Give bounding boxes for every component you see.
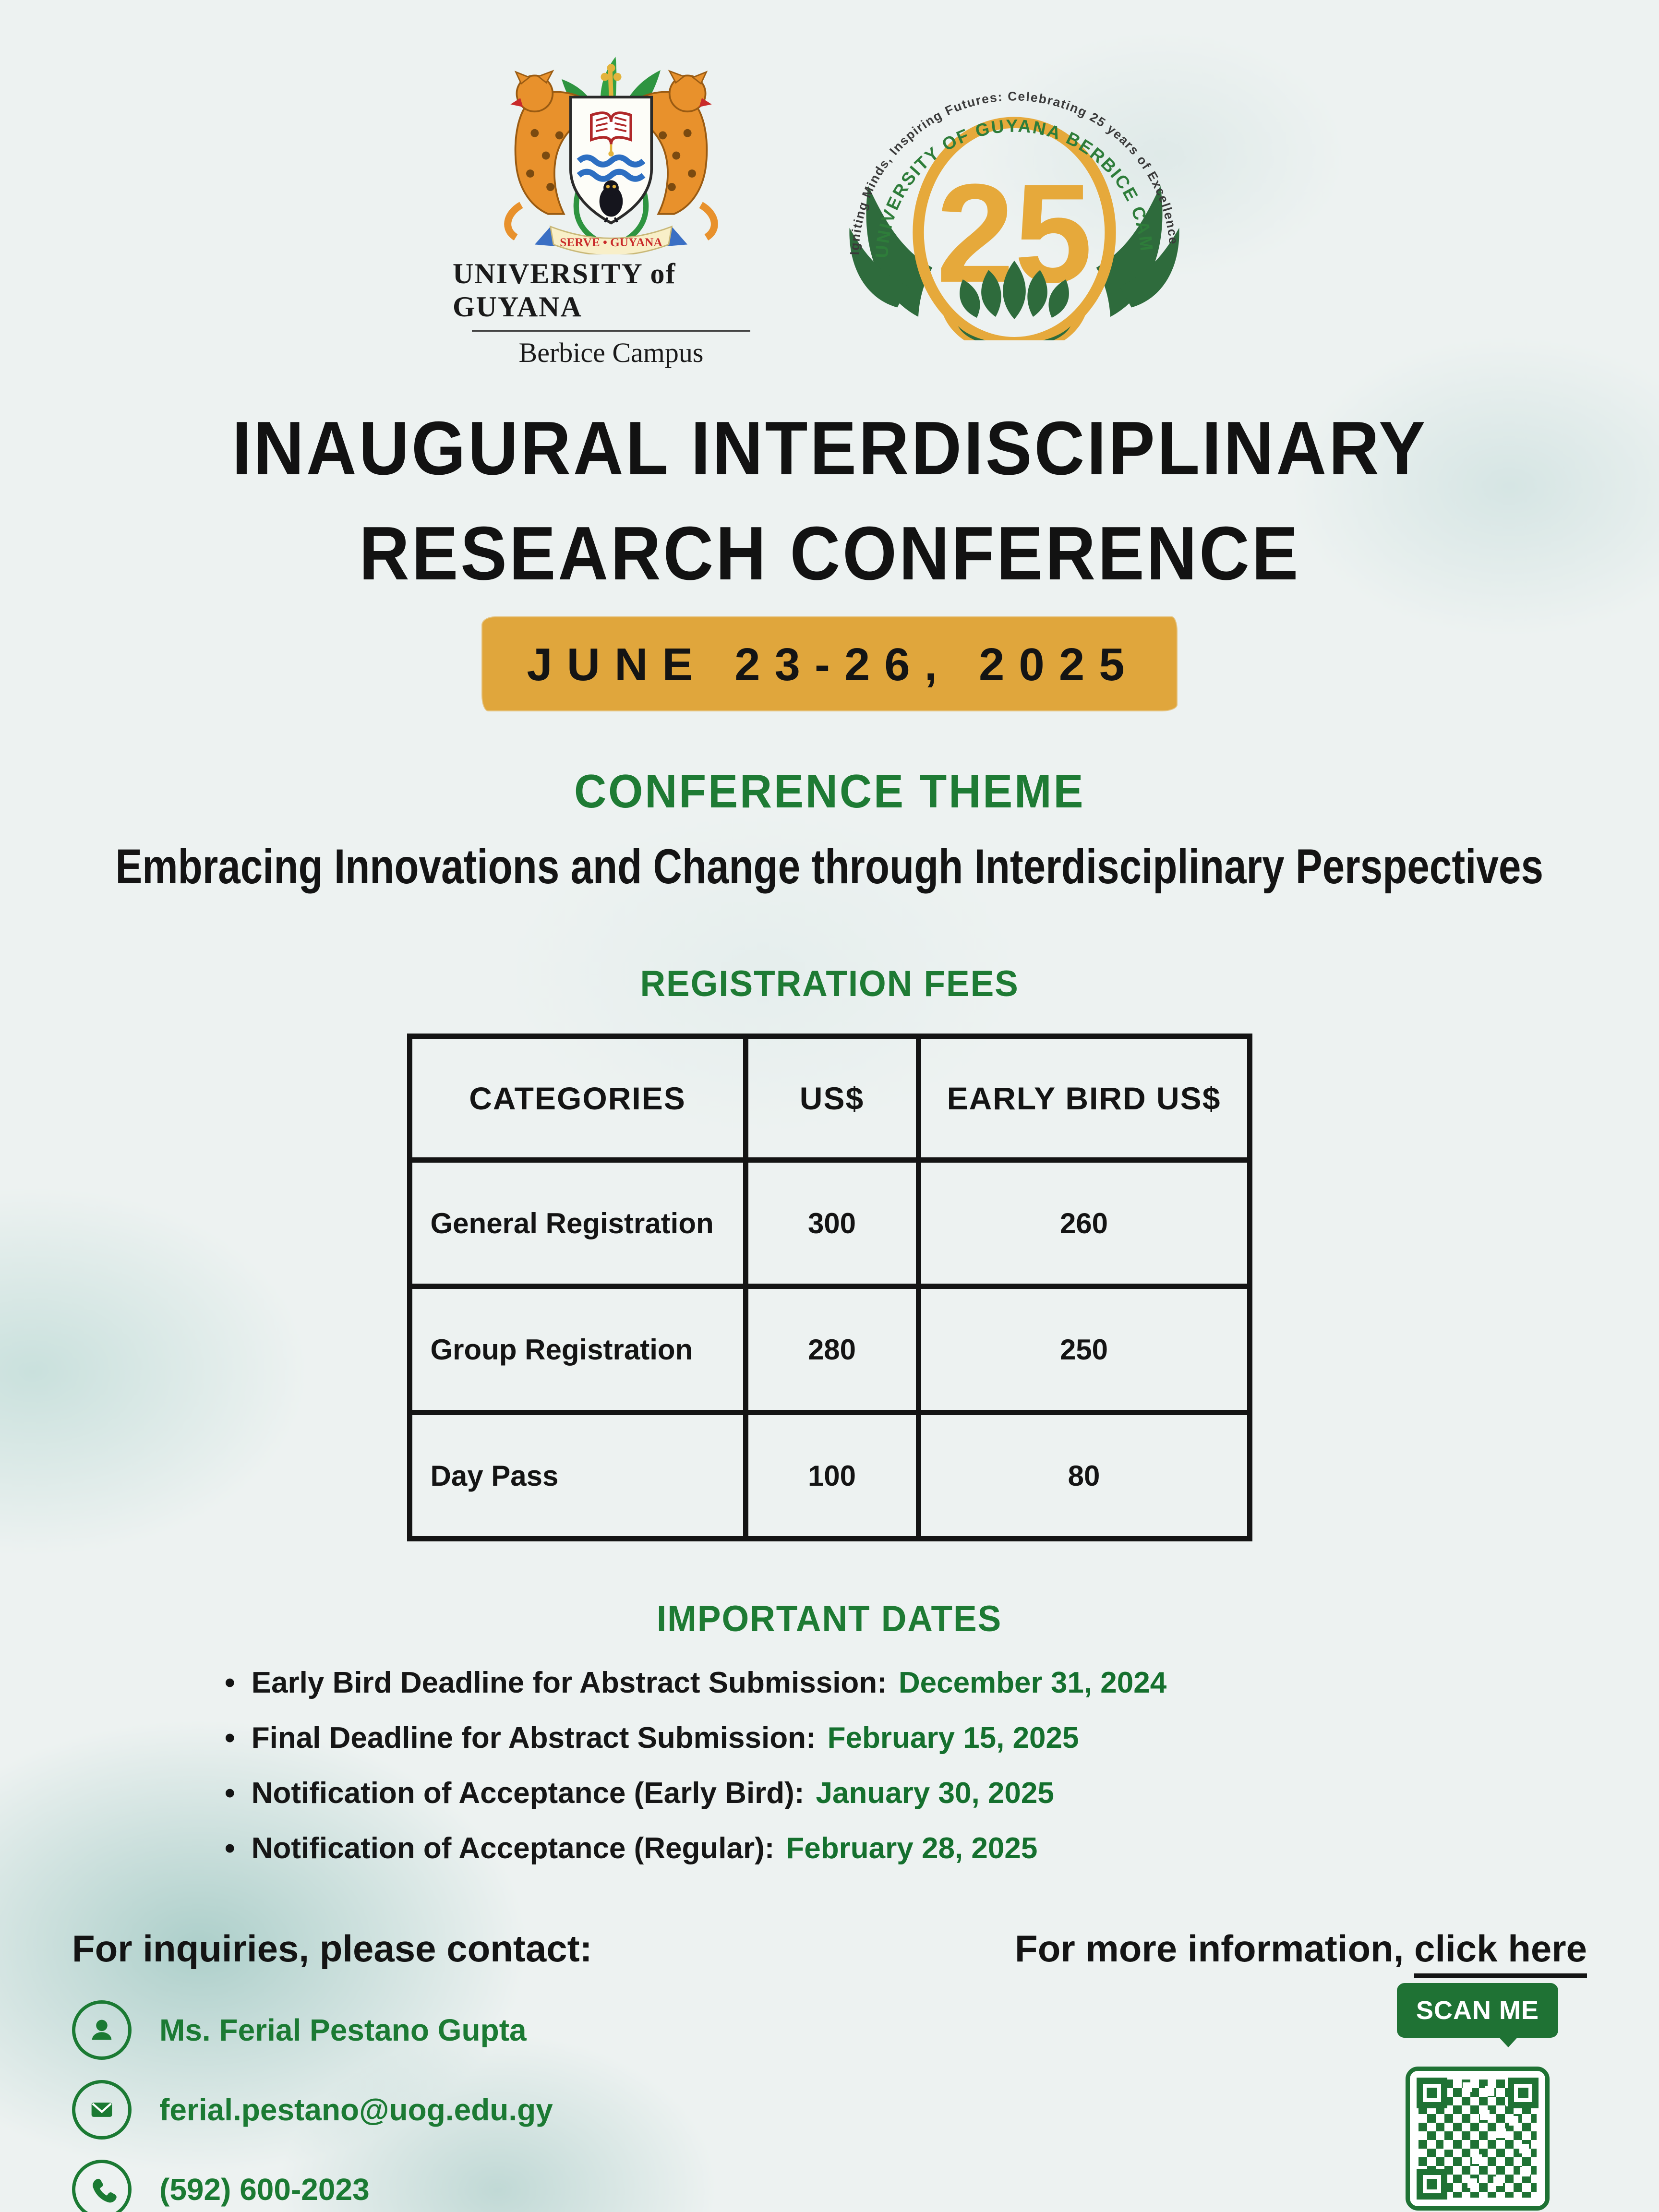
contact-column: For inquiries, please contact: Ms. Feria… [72, 1927, 592, 2212]
date-item-value: January 30, 2025 [816, 1777, 1054, 1810]
table-row: Day Pass 100 80 [407, 1410, 1252, 1542]
date-item-label: Final Deadline for Abstract Submission: [251, 1721, 816, 1755]
bottom-section: For inquiries, please contact: Ms. Feria… [0, 1927, 1659, 2212]
fees-col-categories: CATEGORIES [407, 1034, 748, 1163]
fees-col-usd: US$ [743, 1034, 921, 1163]
qr-finder-top-left [1416, 2078, 1447, 2109]
list-item: Final Deadline for Abstract Submission: … [225, 1721, 1434, 1755]
click-here-link[interactable]: click here [1414, 1927, 1587, 1978]
list-item: Early Bird Deadline for Abstract Submiss… [225, 1666, 1434, 1700]
date-item-label: Early Bird Deadline for Abstract Submiss… [251, 1666, 887, 1700]
mail-icon [72, 2080, 132, 2140]
contact-row-phone: (592) 600-2023 [72, 2160, 592, 2212]
person-icon [72, 2000, 132, 2060]
title-line-1: INAUGURAL INTERDISCIPLINARY [231, 406, 1428, 491]
important-dates-heading: IMPORTANT DATES [657, 1599, 1002, 1640]
date-item-label: Notification of Acceptance (Regular): [251, 1832, 775, 1865]
scan-me-bubble: SCAN ME [1396, 1983, 1558, 2048]
contact-person-name: Ms. Ferial Pestano Gupta [159, 2013, 527, 2048]
conference-theme-heading: CONFERENCE THEME [574, 765, 1085, 818]
university-crest-block: SERVE • GUYANA UNIVERSITY of GUYANA Berb… [453, 43, 769, 369]
anniversary-leaves [849, 185, 1179, 317]
title-line-2: RESEARCH CONFERENCE [359, 511, 1300, 596]
contact-row-email: ferial.pestano@uog.edu.gy [72, 2080, 592, 2140]
anniversary-lotus [939, 260, 1090, 340]
qr-code [1405, 2067, 1550, 2211]
fees-cell-category: Group Registration [407, 1284, 748, 1416]
qr-finder-top-right [1507, 2078, 1539, 2109]
more-info-prefix: For more information, [1015, 1927, 1415, 1970]
date-item-value: February 28, 2025 [786, 1832, 1038, 1865]
table-row: General Registration 300 260 [407, 1157, 1252, 1289]
date-item-value: February 15, 2025 [827, 1721, 1079, 1755]
contact-email: ferial.pestano@uog.edu.gy [159, 2092, 553, 2128]
contact-phone: (592) 600-2023 [159, 2172, 370, 2207]
contact-heading: For inquiries, please contact: [72, 1927, 592, 1970]
poster-title: INAUGURAL INTERDISCIPLINARY RESEARCH CON… [180, 406, 1479, 596]
list-item: Notification of Acceptance (Regular): Fe… [225, 1831, 1434, 1865]
fees-cell-usd: 280 [743, 1284, 921, 1416]
date-item-value: December 31, 2024 [898, 1666, 1167, 1700]
fees-cell-category: Day Pass [407, 1410, 748, 1542]
contact-row-person: Ms. Ferial Pestano Gupta [72, 2000, 592, 2060]
qr-finder-bottom-left [1416, 2169, 1447, 2200]
crest-ribbon: SERVE • GUYANA [534, 225, 688, 254]
fees-header-row: CATEGORIES US$ EARLY BIRD US$ [407, 1034, 1252, 1163]
fees-cell-early-bird: 80 [915, 1410, 1252, 1542]
fees-cell-category: General Registration [407, 1157, 748, 1289]
contact-list: Ms. Ferial Pestano Gupta ferial.pestano@… [72, 2000, 592, 2212]
fees-cell-usd: 100 [743, 1410, 921, 1542]
anniversary-ring [913, 117, 1116, 340]
fees-cell-usd: 300 [743, 1157, 921, 1289]
registration-fees-heading: REGISTRATION FEES [640, 963, 1019, 1005]
conference-theme-text: Embracing Innovations and Change through… [115, 839, 1544, 894]
date-item-label: Notification of Acceptance (Early Bird): [251, 1777, 805, 1810]
fees-cell-early-bird: 250 [915, 1284, 1252, 1416]
registration-fees-table: CATEGORIES US$ EARLY BIRD US$ General Re… [407, 1034, 1252, 1542]
scan-me-stack: SCAN ME [1396, 1983, 1558, 2211]
list-item: Notification of Acceptance (Early Bird):… [225, 1776, 1434, 1810]
crest-divider-line [472, 330, 750, 332]
university-crest-logo: SERVE • GUYANA [504, 57, 718, 254]
table-row: Group Registration 280 250 [407, 1284, 1252, 1416]
phone-icon [72, 2160, 132, 2212]
anniversary-25-logo: Igniting Minds, Inspiring Futures: Celeb… [822, 45, 1180, 340]
conference-dates-banner: JUNE 23-26, 2025 [482, 617, 1177, 711]
crest-motto: SERVE • GUYANA [560, 236, 662, 249]
crest-university-name: UNIVERSITY of GUYANA [453, 258, 676, 323]
crest-campus-name: Berbice Campus [518, 337, 704, 368]
fees-cell-early-bird: 260 [915, 1157, 1252, 1289]
more-info-heading: For more information, click here [1015, 1927, 1587, 1978]
header-logos: SERVE • GUYANA UNIVERSITY of GUYANA Berb… [453, 43, 1206, 369]
crest-shield [569, 96, 653, 225]
fees-col-early-bird: EARLY BIRD US$ [915, 1034, 1252, 1163]
info-column: For more information, click here SCAN ME [1015, 1927, 1587, 2212]
important-dates-list: Early Bird Deadline for Abstract Submiss… [225, 1666, 1434, 1887]
qr-noise [1462, 2082, 1472, 2092]
